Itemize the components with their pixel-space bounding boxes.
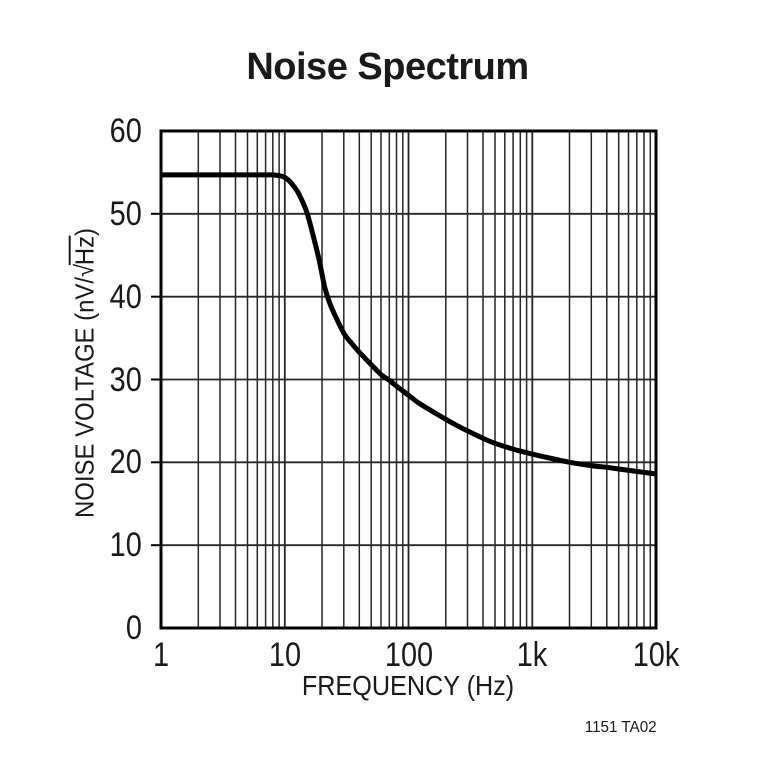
chart-title: Noise Spectrum bbox=[246, 46, 529, 88]
y-axis-title-prefix: NOISE VOLTAGE (nV/ bbox=[69, 276, 100, 519]
x-tick-label: 100 bbox=[384, 636, 433, 674]
x-tick-label: 1k bbox=[517, 636, 548, 674]
figure-note: 1151 TA02 bbox=[585, 719, 657, 736]
y-tick-label: 0 bbox=[125, 609, 142, 647]
x-tick-label: 1 bbox=[152, 636, 170, 674]
x-tick-label: 10 bbox=[268, 636, 301, 674]
y-axis-title-overline: Hz bbox=[68, 235, 100, 266]
y-tick-label: 30 bbox=[109, 360, 142, 399]
y-tick-label: 10 bbox=[109, 526, 142, 565]
x-tick-label: 10k bbox=[632, 636, 680, 674]
x-axis-title: FREQUENCY (Hz) bbox=[301, 670, 515, 701]
sqrt-radical: √ bbox=[69, 263, 100, 277]
y-axis-title: NOISE VOLTAGE (nV/√Hz) bbox=[68, 227, 100, 519]
y-tick-label: 40 bbox=[109, 277, 142, 316]
y-tick-label: 50 bbox=[109, 194, 142, 233]
y-tick-label: 60 bbox=[109, 112, 142, 150]
plot-frame bbox=[159, 129, 658, 630]
y-axis-title-suffix: ) bbox=[69, 227, 100, 236]
noise-curve bbox=[161, 172, 657, 477]
y-tick-label: 20 bbox=[109, 443, 142, 482]
